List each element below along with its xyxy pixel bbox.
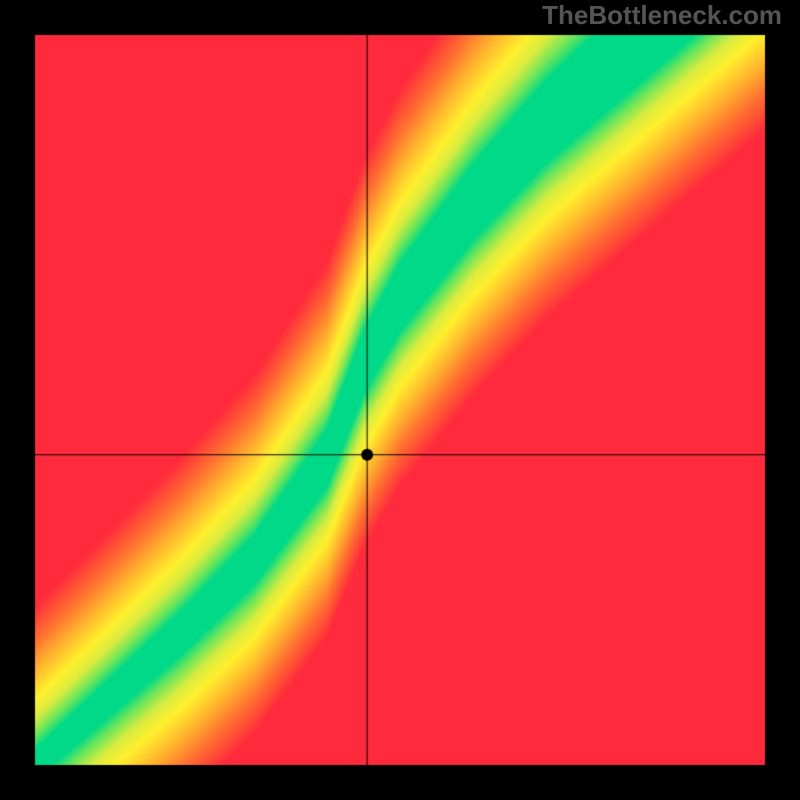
watermark-text: TheBottleneck.com [542, 0, 782, 31]
bottleneck-heatmap [0, 0, 800, 800]
